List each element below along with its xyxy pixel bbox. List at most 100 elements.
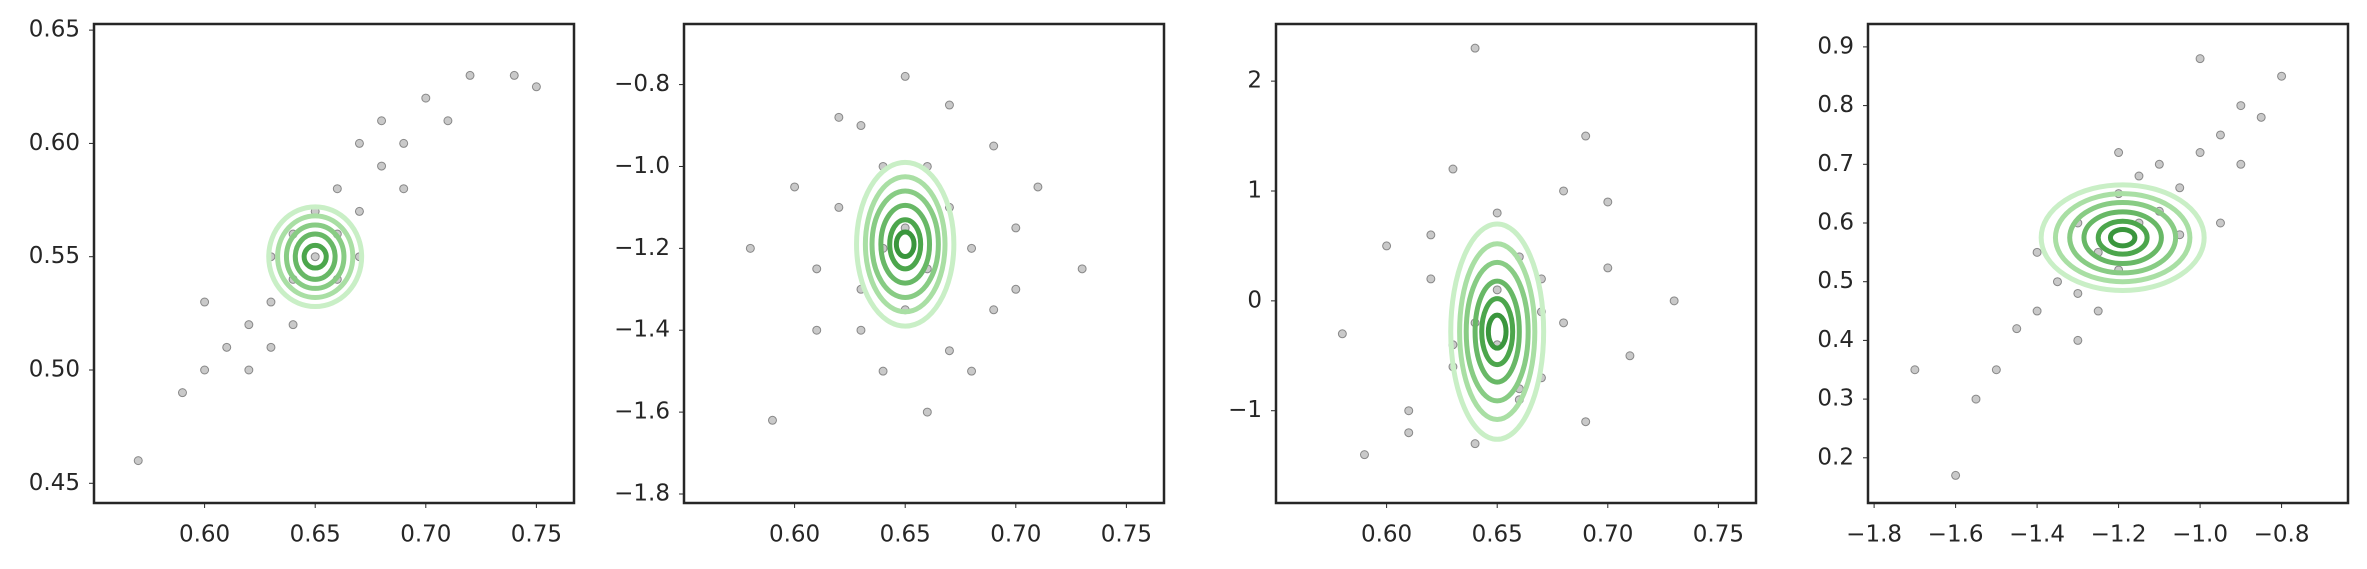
point (2093, 306, 2103, 316)
point (399, 138, 409, 148)
point (989, 305, 999, 315)
point (1404, 428, 1414, 438)
contour (2107, 226, 2138, 249)
point (1033, 182, 1043, 192)
x-tick-label: 0.60 (769, 522, 820, 548)
x-tick-label: 0.65 (290, 522, 341, 548)
point (2052, 277, 2062, 287)
point (2195, 148, 2205, 158)
point (377, 161, 387, 171)
axes-frame (682, 22, 1166, 505)
y-tick-label: 0.8 (1817, 92, 1854, 118)
point (812, 264, 822, 274)
point (1603, 197, 1613, 207)
point (1625, 351, 1635, 361)
y-tick-label: 0.50 (29, 356, 80, 382)
y-tick-label: 0.7 (1817, 151, 1854, 177)
point (1492, 285, 1502, 295)
plot-area (1910, 54, 2287, 480)
point (2073, 335, 2083, 345)
contour (292, 231, 338, 282)
point (856, 325, 866, 335)
point (531, 82, 541, 92)
y-tick-label: 0.55 (29, 243, 80, 269)
point (1669, 296, 1679, 306)
y-tick-label: 2 (1247, 68, 1262, 94)
point (834, 112, 844, 122)
point (900, 71, 910, 81)
point (2032, 247, 2042, 257)
x-tick-label: −1.6 (1928, 522, 1984, 548)
point (745, 243, 755, 253)
point (1382, 241, 1392, 251)
point (1951, 470, 1961, 480)
x-tick-label: −1.0 (2172, 522, 2228, 548)
point (2236, 159, 2246, 169)
y-tick-label: 0.2 (1817, 444, 1854, 470)
y-tick-label: −1.4 (614, 317, 670, 343)
point (790, 182, 800, 192)
contour (301, 242, 329, 271)
y-tick-label: 1 (1247, 177, 1262, 203)
y-tick-label: −1.8 (614, 480, 670, 506)
plot-area (133, 70, 541, 466)
point (1404, 406, 1414, 416)
point (377, 116, 387, 126)
point (354, 138, 364, 148)
contour (862, 174, 948, 315)
point (1603, 263, 1613, 273)
y-tick-label: 0.60 (29, 130, 80, 156)
point (2012, 324, 2022, 334)
point (1077, 264, 1087, 274)
point (2215, 130, 2225, 140)
point (878, 366, 888, 376)
contour (275, 213, 356, 300)
point (200, 297, 210, 307)
point (2154, 159, 2164, 169)
x-tick-label: −1.8 (1846, 522, 1902, 548)
y-tick-label: 0.4 (1817, 327, 1854, 353)
point (1359, 450, 1369, 460)
y-tick-label: 0.6 (1817, 209, 1854, 235)
y-tick-label: −1.6 (614, 399, 670, 425)
point (310, 252, 320, 262)
point (2134, 171, 2144, 181)
plot-area (1337, 43, 1679, 460)
point (509, 70, 519, 80)
point (944, 100, 954, 110)
x-tick-label: −1.4 (2009, 522, 2065, 548)
point (922, 407, 932, 417)
contour (2067, 199, 2179, 276)
point (1426, 274, 1436, 284)
contour (2095, 218, 2150, 257)
point (856, 121, 866, 131)
point (1426, 230, 1436, 240)
point (266, 342, 276, 352)
point (1011, 223, 1021, 233)
contour (283, 222, 347, 291)
point (767, 415, 777, 425)
y-tick-label: 0.3 (1817, 386, 1854, 412)
contour (266, 204, 365, 310)
contour (1485, 312, 1509, 351)
point (354, 206, 364, 216)
x-tick-label: 0.65 (1472, 522, 1523, 548)
point (812, 325, 822, 335)
point (177, 388, 187, 398)
contour (893, 229, 917, 260)
point (2032, 306, 2042, 316)
x-tick-label: −0.8 (2254, 522, 2310, 548)
y-tick-label: −1.0 (614, 153, 670, 179)
point (1991, 365, 2001, 375)
point (200, 365, 210, 375)
contour (1472, 278, 1522, 385)
contour (854, 159, 957, 329)
contour (1463, 259, 1531, 404)
point (133, 456, 143, 466)
point (1559, 186, 1569, 196)
x-tick-label: 0.75 (1101, 522, 1152, 548)
y-tick-label: 0.5 (1817, 268, 1854, 294)
point (1910, 365, 1920, 375)
y-tick-label: 0.45 (29, 470, 80, 496)
